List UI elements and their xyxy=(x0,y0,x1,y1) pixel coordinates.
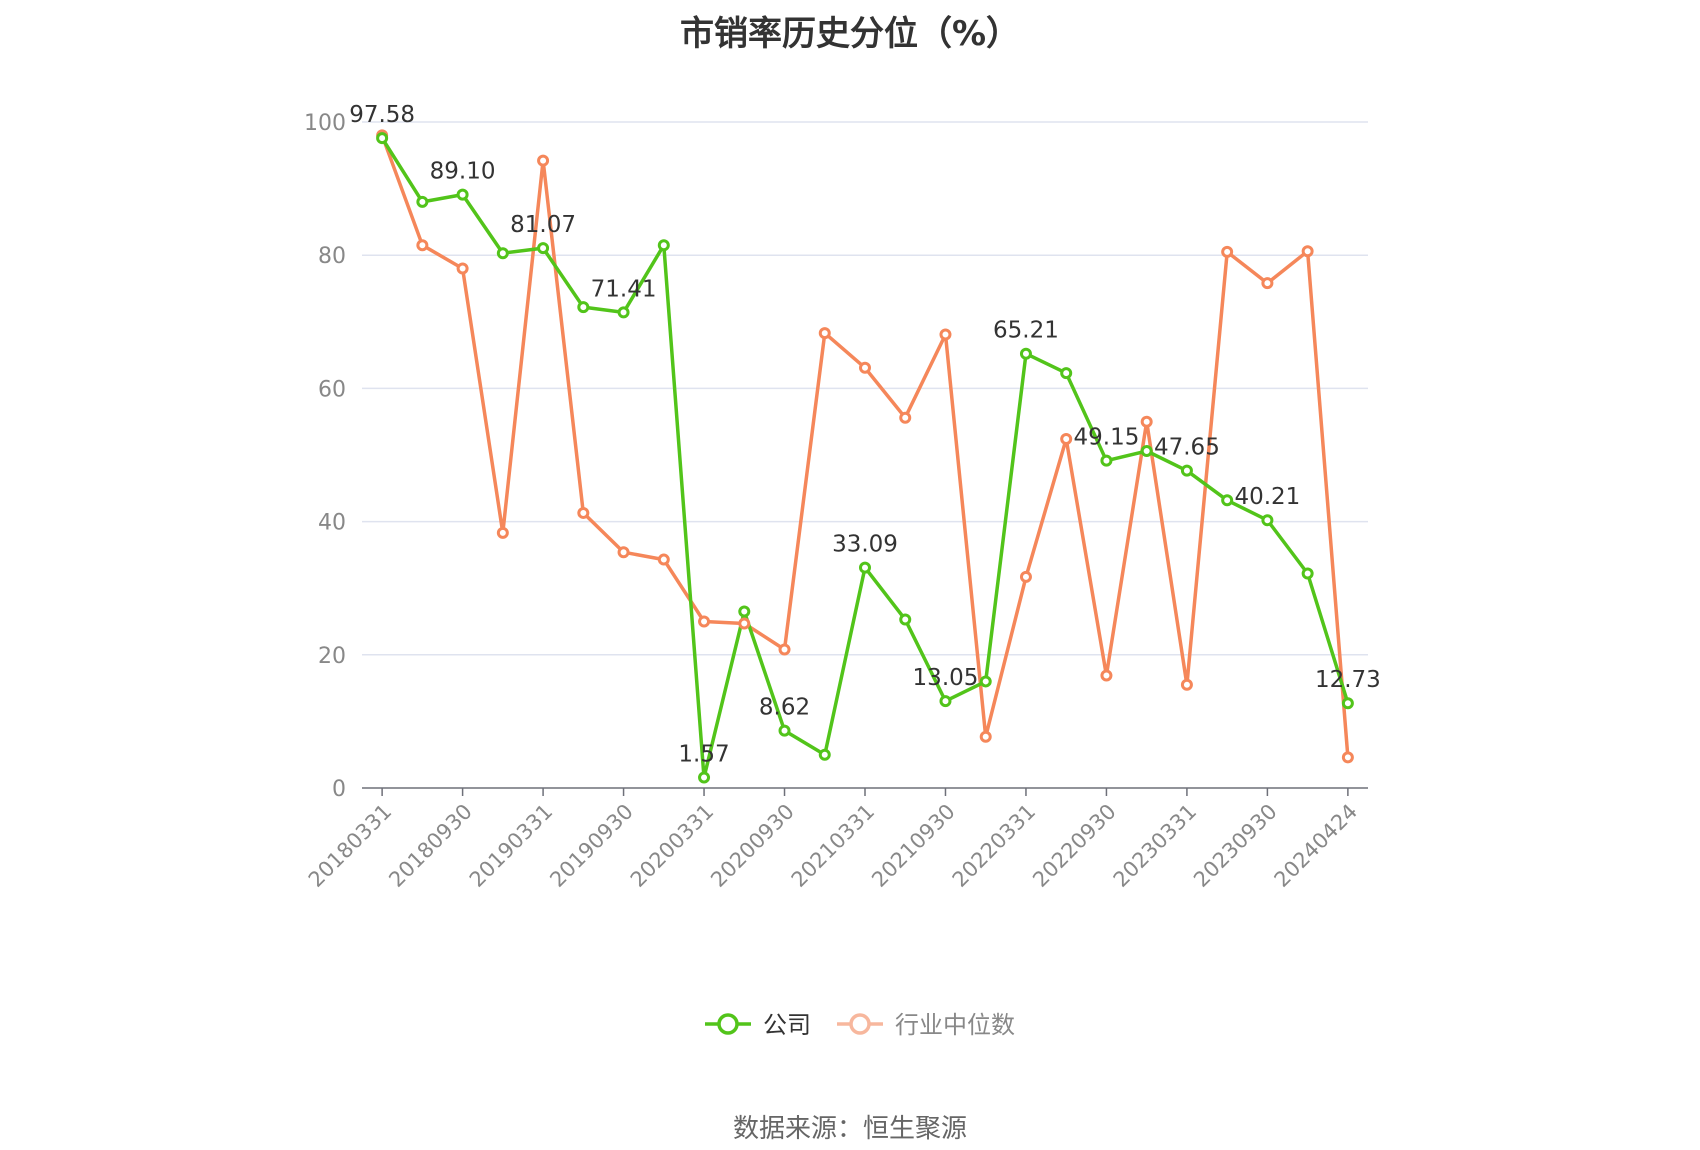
data-point xyxy=(617,306,630,319)
data-label: 1.57 xyxy=(678,742,729,768)
data-labels: 97.58 89.10 81.07 71.41 1.57 8.62 33.09 13.05 65… xyxy=(349,102,1381,767)
y-tick-label-20: 20 xyxy=(318,644,346,669)
data-label: 8.62 xyxy=(759,695,810,721)
data-label: 89.10 xyxy=(430,159,496,185)
data-point xyxy=(1301,567,1314,580)
data-point xyxy=(778,724,791,737)
data-label: 33.09 xyxy=(832,532,898,558)
x-tick-label-20180331: 20180331 xyxy=(304,799,397,892)
data-point xyxy=(1221,245,1234,258)
data-point xyxy=(537,242,550,255)
data-point xyxy=(1180,678,1193,691)
data-label: 47.65 xyxy=(1154,435,1220,461)
x-tick-label-20220331: 20220331 xyxy=(948,799,1041,892)
data-point xyxy=(939,328,952,341)
chart-title: 市销率历史分位（%） xyxy=(679,14,1021,54)
data-point xyxy=(1341,697,1354,710)
data-point xyxy=(1140,445,1153,458)
data-point xyxy=(1060,367,1073,380)
data-point xyxy=(818,748,831,761)
data-point xyxy=(657,553,670,566)
data-point xyxy=(617,546,630,559)
data-point xyxy=(939,695,952,708)
data-point xyxy=(1180,464,1193,477)
x-tick-label-20180930: 20180930 xyxy=(384,799,477,892)
x-tick-label-20200331: 20200331 xyxy=(626,799,719,892)
data-label: 12.73 xyxy=(1315,667,1381,693)
data-label: 40.21 xyxy=(1234,484,1300,510)
x-tick-label-20210930: 20210930 xyxy=(867,799,960,892)
y-tick-label-80: 80 xyxy=(318,244,346,269)
legend-swatch-marker-1 xyxy=(849,1013,871,1035)
data-point xyxy=(698,615,711,628)
series-points xyxy=(376,129,1354,784)
x-tick-label-20190331: 20190331 xyxy=(465,799,558,892)
data-point xyxy=(778,643,791,656)
data-point xyxy=(899,411,912,424)
data-point xyxy=(979,675,992,688)
data-point xyxy=(657,239,670,252)
data-point xyxy=(1140,415,1153,428)
data-point xyxy=(577,506,590,519)
data-label: 81.07 xyxy=(510,212,576,238)
data-point xyxy=(738,617,751,630)
x-tick-label-20190930: 20190930 xyxy=(545,799,638,892)
data-point xyxy=(416,195,429,208)
x-tick-label-20230331: 20230331 xyxy=(1109,799,1202,892)
source-note: 数据来源：恒生聚源 xyxy=(732,1114,967,1144)
y-tick-label-100: 100 xyxy=(304,111,346,136)
data-point xyxy=(456,262,469,275)
data-point xyxy=(979,730,992,743)
data-point xyxy=(456,188,469,201)
legend-label-0: 公司 xyxy=(763,1011,811,1039)
data-point xyxy=(376,132,389,145)
legend-label-1: 行业中位数 xyxy=(895,1011,1015,1039)
x-tick-label-20240424: 20240424 xyxy=(1270,799,1363,892)
data-point xyxy=(1019,570,1032,583)
legend-swatch-marker-0 xyxy=(717,1013,739,1035)
data-point xyxy=(1100,669,1113,682)
data-point xyxy=(859,561,871,574)
data-point xyxy=(899,613,912,626)
x-tick-label-20210331: 20210331 xyxy=(787,799,880,892)
data-point xyxy=(1060,433,1073,446)
data-point xyxy=(1341,751,1354,764)
data-point xyxy=(859,361,871,374)
data-point xyxy=(416,239,429,252)
y-tick-label-40: 40 xyxy=(318,511,346,536)
x-axis: 2018033120180930201903312019093020200331… xyxy=(304,787,1368,892)
legend[interactable]: 公司 行业中位数 xyxy=(705,1011,1015,1039)
data-label: 65.21 xyxy=(993,318,1059,344)
x-tick-label-20230930: 20230930 xyxy=(1189,799,1282,892)
grid-lines xyxy=(362,121,1368,656)
data-point xyxy=(1221,494,1234,507)
y-axis-ticks: 0 20 40 60 80 100 xyxy=(304,111,346,802)
data-label: 49.15 xyxy=(1074,425,1140,451)
data-point xyxy=(698,771,711,784)
data-label: 13.05 xyxy=(913,665,979,691)
data-point xyxy=(1261,277,1274,290)
data-point xyxy=(1100,454,1113,467)
y-tick-label-0: 0 xyxy=(332,777,346,802)
x-tick-label-20220930: 20220930 xyxy=(1028,799,1121,892)
data-point xyxy=(537,154,550,167)
data-point xyxy=(1019,347,1032,360)
data-label: 71.41 xyxy=(591,276,657,302)
y-tick-label-60: 60 xyxy=(318,377,346,402)
data-label: 97.58 xyxy=(349,102,415,128)
x-tick-label-20200930: 20200930 xyxy=(706,799,799,892)
data-point xyxy=(1301,245,1314,258)
data-point xyxy=(1261,514,1274,527)
data-point xyxy=(496,526,509,539)
data-point xyxy=(577,301,590,314)
data-point xyxy=(818,327,831,340)
data-point xyxy=(496,247,509,260)
data-point xyxy=(738,605,751,618)
